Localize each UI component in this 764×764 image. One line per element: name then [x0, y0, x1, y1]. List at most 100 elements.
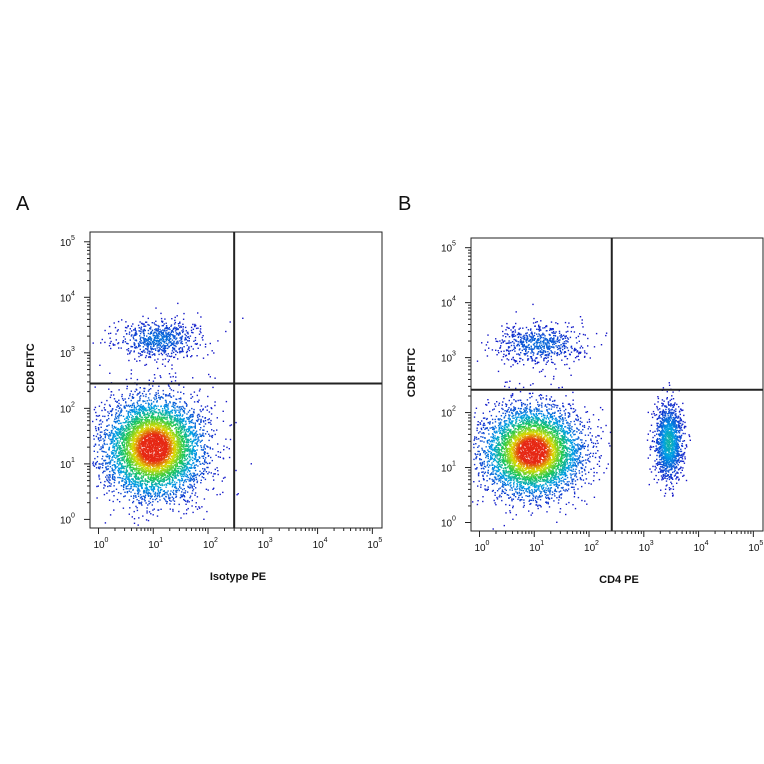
- event-dot: [142, 405, 144, 407]
- event-dot: [149, 462, 151, 464]
- event-dot: [178, 478, 180, 481]
- event-dot: [195, 434, 198, 436]
- event-dot: [177, 465, 179, 468]
- event-dot: [96, 497, 98, 499]
- event-dot: [192, 446, 194, 448]
- event-dot: [121, 463, 123, 465]
- event-dot: [118, 451, 120, 453]
- event-dot: [108, 424, 110, 426]
- event-dot: [109, 405, 111, 407]
- event-dot: [117, 405, 120, 407]
- event-dot: [136, 455, 138, 458]
- event-dot: [202, 408, 204, 410]
- event-dot: [149, 429, 151, 432]
- event-dot: [106, 419, 108, 421]
- event-dot: [151, 482, 153, 485]
- event-dot: [151, 450, 153, 453]
- event-dot: [147, 461, 150, 463]
- event-dot: [203, 429, 205, 431]
- event-dot: [108, 458, 111, 460]
- event-dot: [188, 418, 190, 420]
- event-dot: [123, 444, 125, 446]
- event-dot: [118, 399, 120, 401]
- event-dot: [143, 498, 145, 501]
- event-dot: [143, 416, 146, 418]
- event-dot: [192, 440, 195, 442]
- event-dot: [168, 480, 171, 482]
- event-dot: [181, 455, 183, 457]
- event-dot: [204, 423, 207, 425]
- event-dot: [147, 475, 149, 478]
- event-dot: [157, 480, 159, 482]
- event-dot: [152, 440, 154, 443]
- event-dot: [142, 455, 145, 458]
- event-dot: [200, 479, 202, 481]
- event-dot: [179, 468, 181, 470]
- event-dot: [183, 468, 185, 471]
- event-dot: [95, 462, 97, 464]
- event-dot: [141, 455, 144, 458]
- event-dot: [140, 467, 143, 469]
- event-dot: [118, 420, 121, 422]
- event-dot: [184, 465, 187, 467]
- event-dot: [95, 428, 97, 430]
- event-dot: [175, 418, 177, 420]
- event-dot: [203, 472, 205, 475]
- event-dot: [206, 430, 208, 433]
- event-dot: [164, 491, 167, 494]
- event-dot: [128, 424, 130, 426]
- event-dot: [168, 422, 170, 424]
- event-dot: [132, 501, 134, 504]
- event-dot: [191, 413, 193, 416]
- event-dot: [178, 458, 180, 460]
- event-dot: [133, 447, 135, 450]
- event-dot: [160, 446, 162, 448]
- event-dot: [148, 500, 150, 502]
- event-dot: [202, 462, 204, 465]
- event-dot: [184, 451, 186, 453]
- event-dot: [189, 432, 192, 434]
- event-dot: [150, 408, 152, 410]
- event-dot: [149, 436, 151, 438]
- event-dot: [154, 398, 156, 401]
- event-dot: [193, 426, 195, 428]
- event-dot: [148, 502, 150, 505]
- event-dot: [140, 455, 142, 457]
- event-dot: [100, 481, 102, 484]
- event-dot: [178, 446, 181, 449]
- event-dot: [143, 422, 146, 424]
- event-dot: [123, 441, 125, 443]
- event-dot: [144, 496, 146, 498]
- event-dot: [179, 418, 181, 421]
- event-dot: [191, 487, 193, 489]
- event-dot: [155, 449, 157, 451]
- event-dot: [152, 488, 155, 490]
- event-dot: [98, 440, 101, 442]
- event-dot: [106, 453, 109, 456]
- event-dot: [190, 478, 193, 480]
- event-dot: [183, 418, 185, 420]
- event-dot: [178, 431, 180, 434]
- event-dot: [108, 490, 110, 492]
- event-dot: [179, 430, 182, 433]
- event-dot: [113, 436, 115, 438]
- event-dot: [122, 466, 125, 469]
- event-dot: [114, 467, 117, 469]
- event-dot: [129, 451, 132, 454]
- event-dot: [98, 405, 101, 407]
- event-dot: [155, 426, 157, 428]
- event-dot: [154, 442, 157, 445]
- event-dot: [201, 455, 203, 458]
- event-dot: [153, 464, 155, 466]
- event-dot: [174, 485, 176, 487]
- event-dot: [145, 488, 147, 490]
- event-dot: [205, 471, 208, 473]
- event-dot: [118, 458, 121, 460]
- event-dot: [187, 461, 190, 463]
- event-dot: [127, 465, 129, 467]
- event-dot: [148, 511, 151, 513]
- event-dot: [133, 411, 135, 413]
- event-dot: [135, 474, 138, 476]
- event-dot: [157, 433, 159, 435]
- event-dot: [127, 405, 129, 407]
